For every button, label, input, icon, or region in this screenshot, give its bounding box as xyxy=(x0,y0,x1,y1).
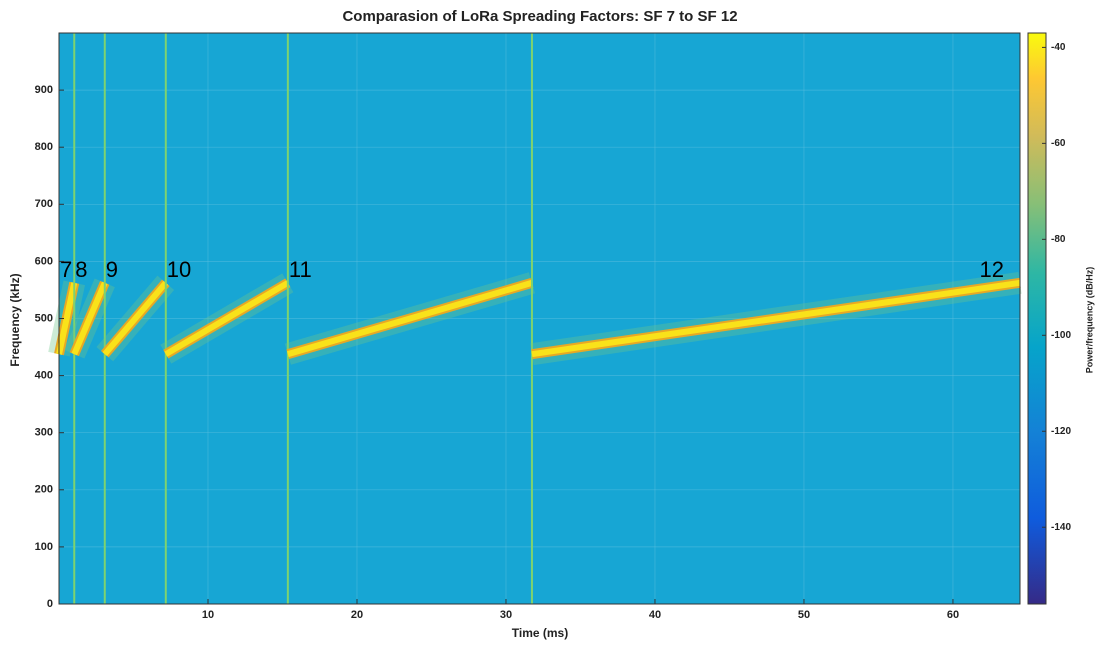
x-tick-label: 30 xyxy=(500,609,512,621)
colorbar-tick-label: -80 xyxy=(1051,234,1066,245)
chirp xyxy=(531,279,1021,358)
colorbar-tick-label: -60 xyxy=(1051,138,1066,149)
colorbar xyxy=(1027,32,1047,605)
y-tick-label: 700 xyxy=(35,198,53,210)
x-tick-label: 60 xyxy=(947,609,959,621)
x-tick-label: 40 xyxy=(649,609,661,621)
colorbar-label: Power/frequency (dB/Hz) xyxy=(1084,267,1094,374)
colorbar-tick-label: -100 xyxy=(1051,330,1071,341)
colorbar-tick-label: -140 xyxy=(1051,522,1071,533)
sf-label: 12 xyxy=(980,257,1004,282)
chirp xyxy=(164,280,290,357)
y-tick-label: 400 xyxy=(35,370,53,382)
y-tick-label: 900 xyxy=(35,84,53,96)
x-axis-label: Time (ms) xyxy=(512,626,568,640)
x-tick-label: 50 xyxy=(798,609,810,621)
sf-label: 7 xyxy=(60,257,72,282)
y-tick-label: 100 xyxy=(35,541,53,553)
colorbar-tick-label: -120 xyxy=(1051,426,1071,437)
chirp xyxy=(56,282,78,355)
y-tick-label: 800 xyxy=(35,141,53,153)
y-tick-label: 300 xyxy=(35,427,53,439)
chirp xyxy=(102,280,169,357)
chirp xyxy=(287,279,533,358)
y-axis-label: Frequency (kHz) xyxy=(8,273,22,366)
y-tick-label: 0 xyxy=(47,598,53,610)
colorbar-tick-label: -40 xyxy=(1051,42,1066,53)
x-tick-label: 20 xyxy=(351,609,363,621)
y-tick-label: 200 xyxy=(35,484,53,496)
chirp xyxy=(71,281,108,356)
chart-title: Comparasion of LoRa Spreading Factors: S… xyxy=(342,8,737,25)
sf-label: 10 xyxy=(167,257,191,282)
x-tick-label: 10 xyxy=(202,609,214,621)
y-tick-label: 500 xyxy=(35,312,53,324)
y-tick-label: 600 xyxy=(35,255,53,267)
sf-label: 8 xyxy=(75,257,87,282)
sf-label: 11 xyxy=(289,257,312,282)
sf-label: 9 xyxy=(106,257,118,282)
